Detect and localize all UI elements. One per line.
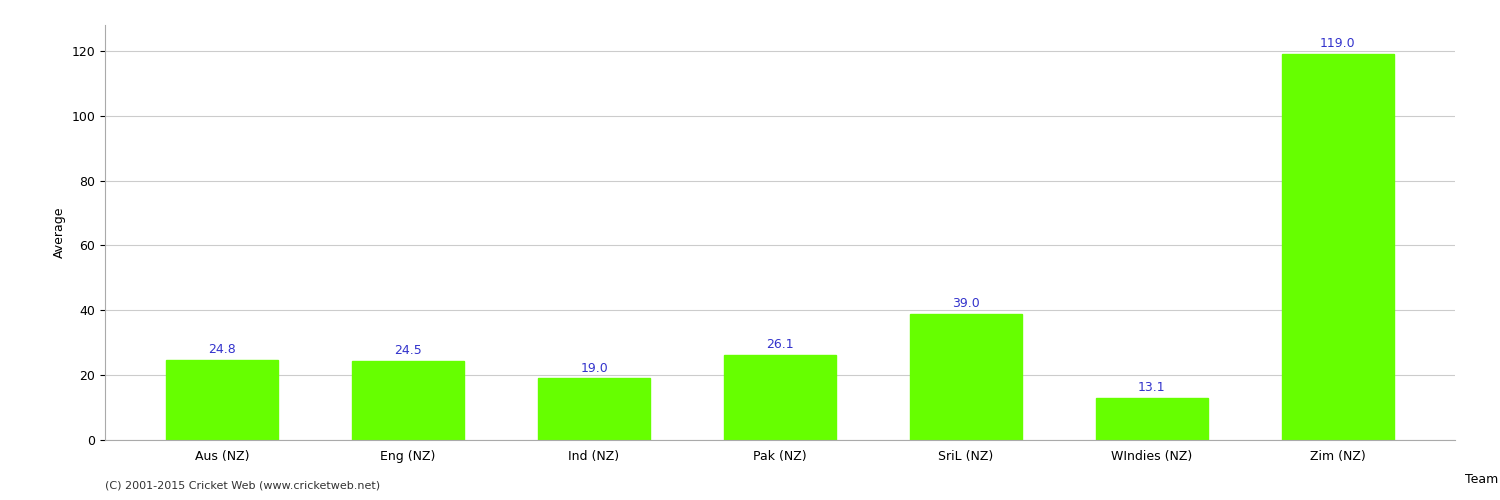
Text: 13.1: 13.1 bbox=[1138, 380, 1166, 394]
X-axis label: Team: Team bbox=[1466, 473, 1498, 486]
Bar bbox=[166, 360, 278, 440]
Text: 26.1: 26.1 bbox=[766, 338, 794, 351]
Text: 39.0: 39.0 bbox=[952, 296, 980, 310]
Bar bbox=[724, 356, 836, 440]
Text: 24.8: 24.8 bbox=[209, 342, 236, 355]
Y-axis label: Average: Average bbox=[53, 207, 66, 258]
Bar bbox=[538, 378, 650, 440]
Bar bbox=[1096, 398, 1208, 440]
Text: 19.0: 19.0 bbox=[580, 362, 608, 374]
Bar bbox=[910, 314, 1022, 440]
Bar bbox=[1282, 54, 1394, 440]
Bar bbox=[352, 360, 464, 440]
Text: 119.0: 119.0 bbox=[1320, 38, 1356, 51]
Text: (C) 2001-2015 Cricket Web (www.cricketweb.net): (C) 2001-2015 Cricket Web (www.cricketwe… bbox=[105, 480, 380, 490]
Text: 24.5: 24.5 bbox=[394, 344, 422, 356]
